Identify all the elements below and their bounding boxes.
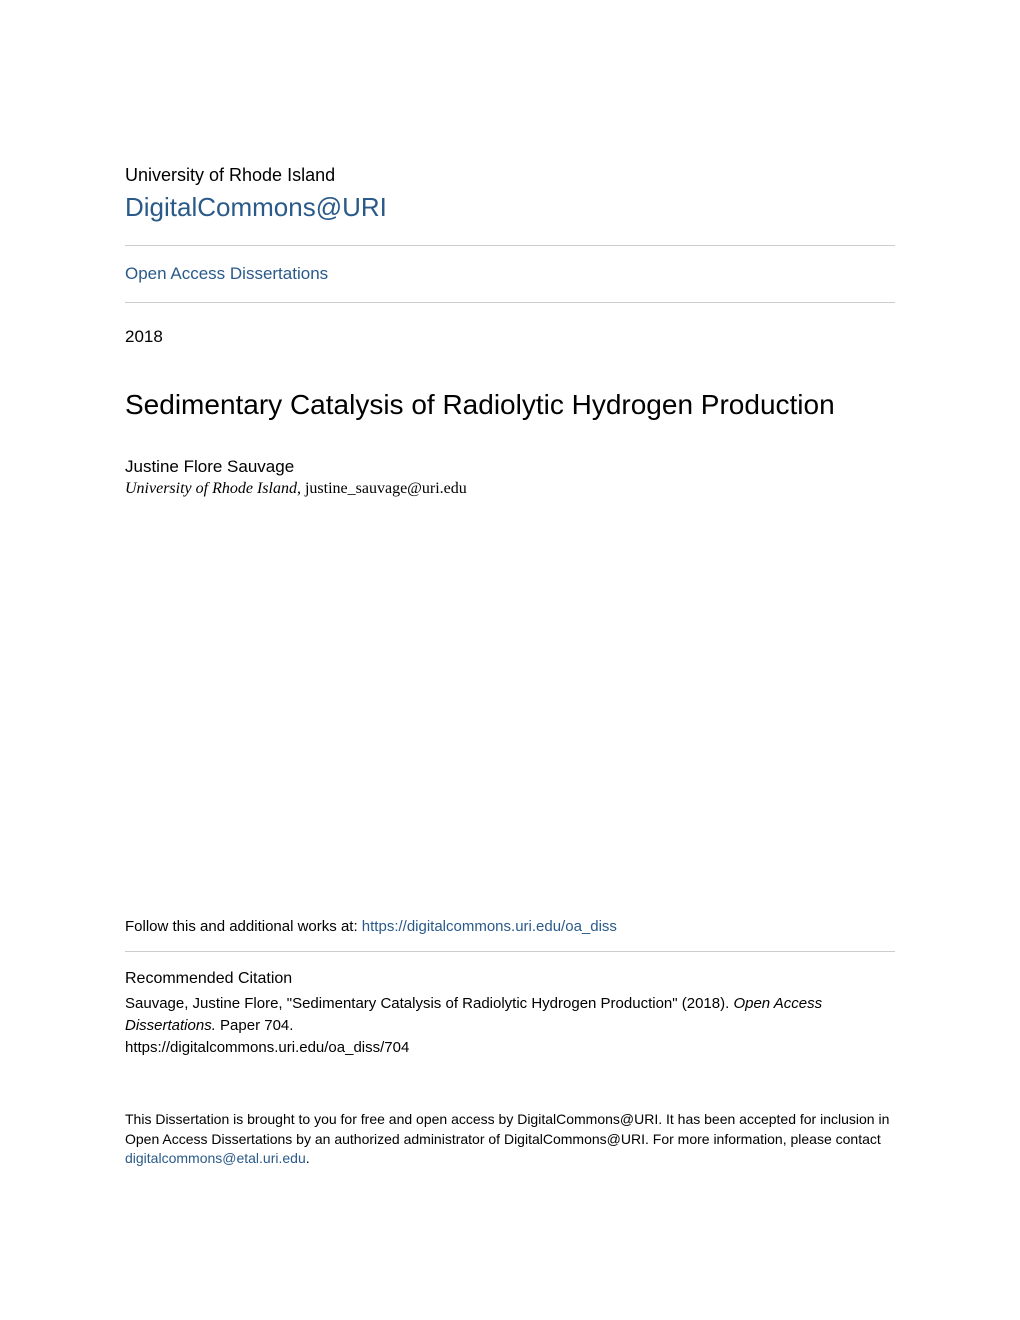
citation-text: Sauvage, Justine Flore, "Sedimentary Cat… [125, 993, 895, 1058]
separator: , [297, 480, 305, 497]
footer-part1: This Dissertation is brought to you for … [125, 1111, 889, 1147]
collection-link[interactable]: Open Access Dissertations [125, 246, 895, 302]
citation-part1: Sauvage, Justine Flore, "Sedimentary Cat… [125, 995, 733, 1012]
contact-email-link[interactable]: digitalcommons@etal.uri.edu [125, 1150, 306, 1166]
publication-year: 2018 [125, 327, 895, 347]
header-section: University of Rhode Island DigitalCommon… [125, 165, 895, 223]
author-affiliation: University of Rhode Island, justine_sauv… [125, 480, 895, 498]
follow-prefix: Follow this and additional works at: [125, 918, 362, 935]
citation-heading: Recommended Citation [125, 970, 895, 988]
citation-url: https://digitalcommons.uri.edu/oa_diss/7… [125, 1039, 409, 1056]
divider-bottom [125, 302, 895, 303]
citation-part2: Paper 704. [216, 1017, 294, 1034]
divider-citation [125, 951, 895, 952]
follow-section: Follow this and additional works at: htt… [125, 918, 895, 935]
footer-part2: . [306, 1150, 310, 1166]
footer-text: This Dissertation is brought to you for … [125, 1110, 895, 1169]
content-spacer [125, 498, 895, 918]
author-email: justine_sauvage@uri.edu [305, 480, 467, 497]
follow-link[interactable]: https://digitalcommons.uri.edu/oa_diss [362, 918, 617, 935]
repository-link[interactable]: DigitalCommons@URI [125, 192, 895, 223]
author-institution: University of Rhode Island [125, 480, 297, 497]
author-name: Justine Flore Sauvage [125, 457, 895, 477]
document-title: Sedimentary Catalysis of Radiolytic Hydr… [125, 389, 895, 421]
institution-name: University of Rhode Island [125, 165, 895, 186]
